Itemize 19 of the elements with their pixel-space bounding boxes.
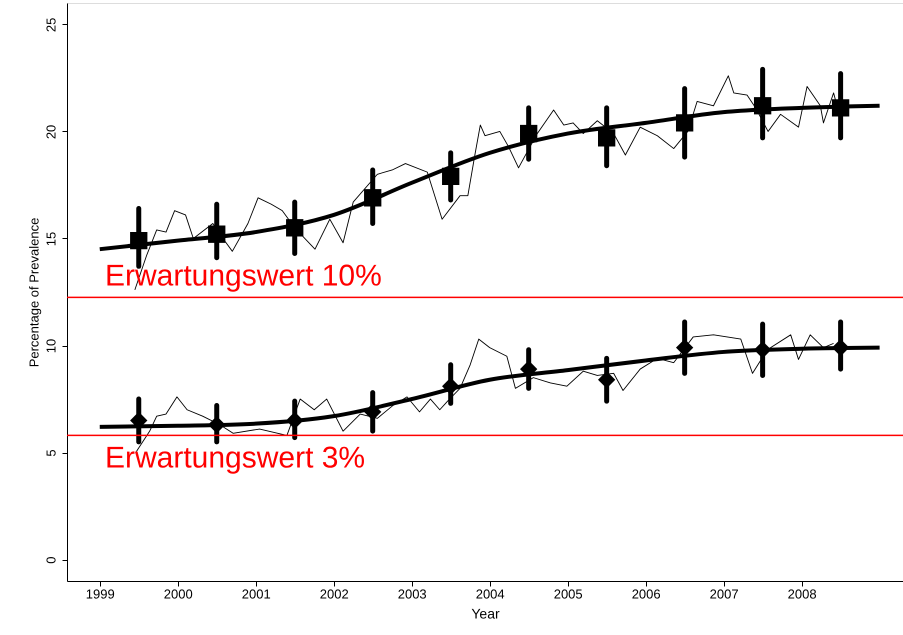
y-tick-label: 10 <box>44 338 58 354</box>
y-tick-label: 5 <box>44 449 58 457</box>
y-axis-title: Percentage of Prevalence <box>26 218 42 368</box>
y-tick-label: 15 <box>44 232 58 246</box>
x-tick-label: 2007 <box>710 586 739 602</box>
x-tick-label: 2003 <box>398 586 427 602</box>
y-tick-label: 25 <box>44 18 58 32</box>
y-tick-label: 20 <box>44 124 58 140</box>
x-tick-label: 2004 <box>476 586 505 602</box>
ref-line-label: Erwartungswert 3% <box>105 441 366 474</box>
x-tick-label: 2001 <box>242 586 271 602</box>
x-tick-label: 2006 <box>632 586 661 602</box>
x-tick-label: 2008 <box>788 586 817 602</box>
x-tick-label: 2002 <box>320 586 349 602</box>
x-tick-label: 1999 <box>86 586 115 602</box>
x-tick-label: 2005 <box>554 586 583 602</box>
x-tick-label: 2000 <box>164 586 193 602</box>
y-tick-label: 0 <box>44 556 58 564</box>
x-axis-title: Year <box>471 606 500 622</box>
